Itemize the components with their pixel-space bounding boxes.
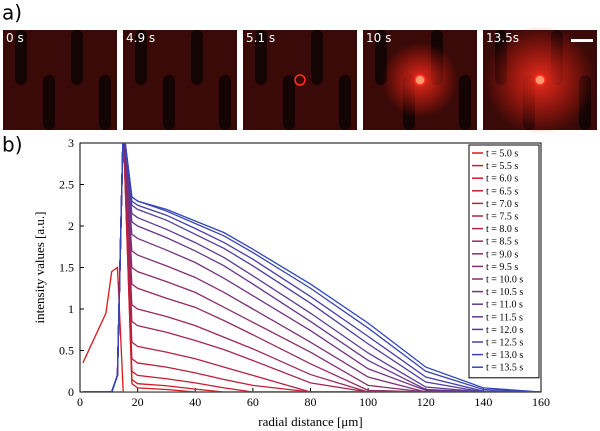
legend-label: t = 13.0 s (486, 350, 523, 361)
pillar (219, 75, 231, 130)
y-axis-label: intensity values [a.u.] (32, 212, 47, 324)
legend-label: t = 10.5 s (486, 287, 523, 298)
legend-label: t = 13.5 s (486, 363, 523, 374)
x-tick-label: 100 (359, 395, 377, 409)
legend-label: t = 10.0 s (486, 275, 523, 286)
pillar (339, 75, 351, 130)
legend: t = 5.0 st = 5.5 s t = 6.0 st = 6.5 s t = … (468, 144, 540, 379)
lines (82, 143, 541, 392)
x-tick-label: 120 (417, 395, 435, 409)
legend-label: t = 8.0 s (486, 224, 518, 235)
legend-label: t = 6.0 s (486, 174, 518, 185)
legend-label: t = 5.0 s (486, 149, 518, 160)
legend-label: t = 12.0 s (486, 325, 523, 336)
legend-label: t = 7.0 s (486, 199, 518, 210)
legend-label: t = 8.5 s (486, 237, 518, 248)
legend-label: t = 9.5 s (486, 262, 518, 273)
x-tick-label: 0 (77, 395, 83, 409)
pillar (311, 30, 323, 85)
y-tick-label: 0 (68, 385, 74, 399)
legend-label: t = 6.5 s (486, 186, 518, 197)
x-tick-label: 140 (474, 395, 492, 409)
legend-label: t = 5.5 s (486, 161, 518, 172)
y-tick-label: 2 (68, 219, 74, 233)
chart: 0 20 40 60 80 100 120 140 160 0 0.5 1 1.5 2 2.5 3 radial… (32, 136, 550, 429)
scale-bar (571, 39, 593, 42)
pillar (459, 75, 471, 130)
x-tick-label: 160 (532, 395, 550, 409)
y-tick-label: 1 (68, 302, 74, 316)
micrograph: 0 s (3, 30, 117, 130)
pillar (43, 75, 55, 130)
y-tick-label: 2.5 (59, 178, 74, 192)
cell-ring (294, 74, 306, 86)
pillar (163, 75, 175, 130)
panel-label: b) (2, 133, 23, 157)
x-tick-label: 40 (189, 395, 201, 409)
pillar (283, 75, 295, 130)
legend-box (468, 144, 540, 379)
pillar (99, 75, 111, 130)
image-label: 5.1 s (246, 31, 275, 45)
series-line (82, 143, 541, 392)
x-tick-label: 20 (132, 395, 144, 409)
x-axis-label: radial distance [μm] (258, 414, 362, 429)
cell-ring (414, 74, 426, 86)
panel-label: a) (2, 1, 22, 25)
pillar (255, 30, 267, 85)
legend-label: t = 11.5 s (486, 312, 523, 323)
pillar (15, 30, 27, 85)
image-label: 10 s (366, 31, 391, 45)
image-label: 4.9 s (126, 31, 155, 45)
x-tick-label: 80 (305, 395, 317, 409)
pillar (71, 30, 83, 85)
y-tick-label: 1.5 (59, 261, 74, 275)
cell-ring (534, 74, 546, 86)
legend-label: t = 7.5 s (486, 212, 518, 223)
pillar (191, 30, 203, 85)
x-tick-label: 60 (247, 395, 259, 409)
y-tick-label: 3 (68, 136, 74, 150)
micrograph: 4.9 s (123, 30, 237, 130)
y-tick-label: 0.5 (59, 344, 74, 358)
image-label: 0 s (6, 31, 24, 45)
legend-label: t = 9.0 s (486, 249, 518, 260)
micrograph: 5.1 s (243, 30, 357, 130)
micrograph: 10 s (363, 30, 477, 130)
pillar (135, 30, 147, 85)
image-label: 13.5s (486, 31, 519, 45)
legend-label: t = 11.0 s (486, 300, 523, 311)
image-row: 0 s 4.9 s 5.1 s 10 s 13.5s (3, 25, 597, 135)
micrograph: 13.5s (483, 25, 597, 135)
legend-label: t = 12.5 s (486, 338, 523, 349)
series-line (82, 266, 541, 392)
